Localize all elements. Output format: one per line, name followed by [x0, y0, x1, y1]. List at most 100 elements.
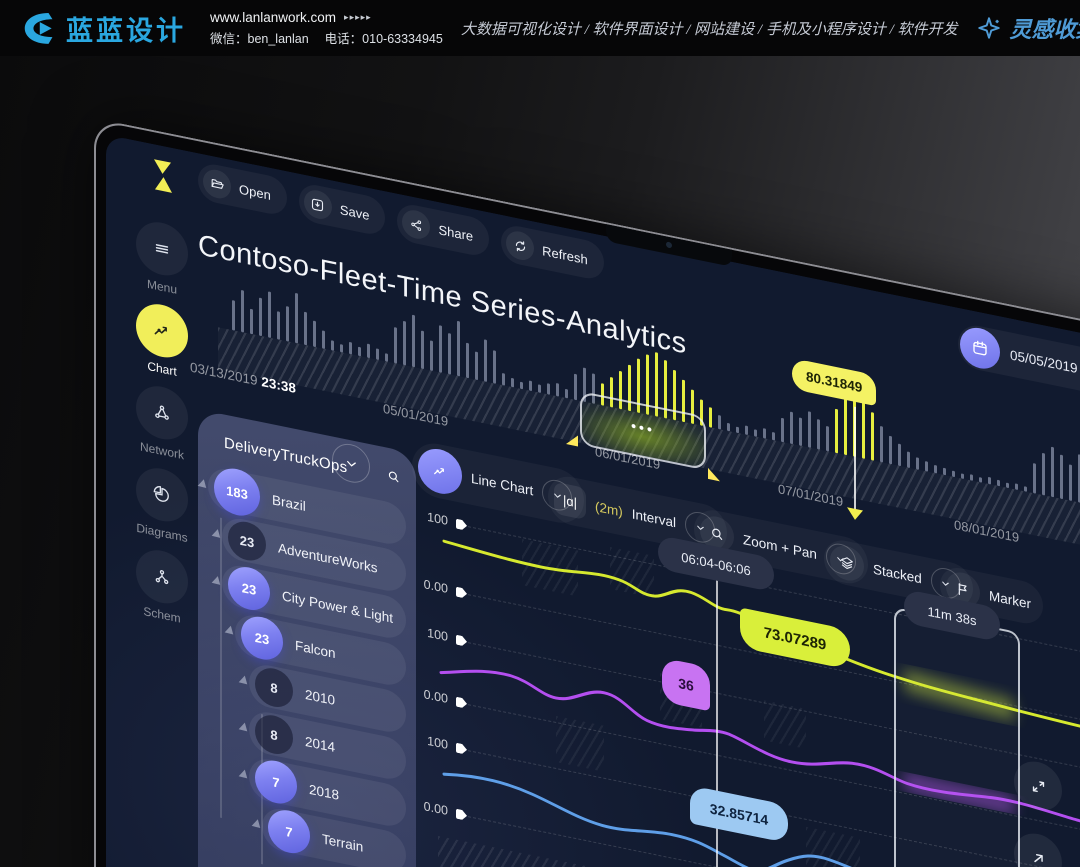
histogram-bar — [349, 341, 352, 355]
share-label: Share — [438, 221, 474, 244]
time-selection-rect[interactable] — [894, 606, 1020, 867]
histogram-bar — [889, 435, 892, 465]
contact-block: www.lanlanwork.com ▸▸▸▸▸ 微信：ben_lanlan 电… — [210, 10, 443, 47]
histogram-bar — [313, 320, 316, 348]
save-button[interactable]: Save — [298, 181, 386, 238]
sidebar-label-chart: Chart — [147, 358, 177, 379]
menu-icon — [136, 217, 188, 281]
chart-type-select[interactable]: Line Chart — [412, 438, 585, 528]
date-range-chip[interactable]: 05/05/2019 05:19 - 0 — [958, 321, 1080, 406]
histogram-bar — [259, 297, 262, 337]
sidebar-item-diagrams[interactable]: Diagrams — [124, 461, 200, 547]
sidebar-item-network[interactable]: Network — [124, 379, 200, 465]
inspiration-collect[interactable]: 灵感收集 — [976, 12, 1080, 44]
open-button[interactable]: Open — [198, 161, 287, 218]
wechat-label: 微信：ben_lanlan — [210, 31, 309, 46]
open-external-button[interactable] — [1014, 829, 1062, 867]
histogram-bar — [367, 343, 370, 359]
brush-handle-dots: ••• — [631, 417, 655, 439]
share-icon — [402, 207, 431, 242]
histogram-bar — [1051, 446, 1054, 498]
sidebar-label-network: Network — [139, 439, 184, 463]
magnifier-icon — [700, 513, 734, 555]
refresh-label: Refresh — [542, 242, 588, 267]
histogram-bar — [268, 291, 271, 339]
histogram-bar — [277, 311, 280, 340]
marker-label: Marker — [989, 587, 1032, 612]
histogram-bar — [781, 417, 784, 443]
sidebar-label-schem: Schem — [143, 604, 181, 626]
file-toolbar: Open Save Share Refresh — [198, 161, 604, 282]
histogram-bar — [817, 419, 820, 450]
date-range-text: 05/05/2019 05:19 - 0 — [1010, 346, 1080, 387]
histogram-bar — [376, 348, 379, 360]
histogram-bar — [1042, 452, 1045, 496]
tree-search-button[interactable] — [374, 453, 412, 499]
histogram-bar — [880, 425, 883, 463]
histogram-bar — [916, 457, 919, 470]
lanlan-logo-icon — [24, 12, 53, 44]
histogram-bar — [763, 428, 766, 439]
refresh-button[interactable]: Refresh — [501, 222, 604, 282]
histogram-bar — [250, 308, 253, 335]
histogram-bar — [241, 289, 244, 333]
entity-tree-panel: DeliveryTruckOps 183 Brazil 23 AdventureWor… — [197, 409, 416, 867]
brush-handle-right[interactable] — [708, 467, 720, 482]
histogram-bar — [412, 314, 415, 368]
interval-select[interactable]: |ɑ| (2m) Interval — [548, 472, 728, 557]
tree-guide-line — [220, 517, 222, 818]
histogram-bar — [394, 327, 397, 364]
refresh-icon — [506, 228, 535, 263]
histogram-bar — [574, 373, 577, 401]
histogram-bar — [907, 451, 910, 469]
share-button[interactable]: Share — [397, 201, 490, 259]
brush-handle-left[interactable] — [566, 433, 578, 447]
histogram-bar — [466, 342, 469, 379]
histogram-bar — [844, 398, 847, 456]
marker-button[interactable]: Marker — [940, 564, 1044, 628]
series-blue — [442, 772, 1080, 867]
tree-count-badge: 183 — [214, 464, 260, 520]
star-icon — [977, 17, 1000, 39]
sidebar-item-chart[interactable]: Chart — [124, 297, 200, 383]
save-label: Save — [339, 201, 370, 223]
arrows-decoration: ▸▸▸▸▸ — [344, 11, 372, 22]
laptop-screen: Open Save Share Refresh Contoso-Fleet-Time … — [94, 118, 1080, 867]
histogram-bar — [457, 320, 460, 377]
histogram-bar — [439, 325, 442, 373]
histogram-bar — [430, 340, 433, 371]
sidebar-label-diagrams: Diagrams — [136, 520, 188, 546]
website-link[interactable]: www.lanlanwork.com — [210, 9, 337, 25]
tree-collapse-button[interactable] — [332, 440, 370, 487]
stacked-label: Stacked — [873, 560, 922, 586]
histogram-bar — [1033, 463, 1036, 494]
expand-button[interactable] — [1014, 757, 1062, 815]
calendar-icon — [960, 324, 1000, 373]
histogram-bar — [295, 292, 298, 344]
webcam-dot — [666, 241, 672, 249]
brand-name: 蓝蓝设计 — [66, 15, 186, 46]
histogram-bar — [331, 340, 334, 351]
services-tagline: 大数据可视化设计 / 软件界面设计 / 网站建设 / 手机及小程序设计 / 软件… — [460, 21, 958, 38]
histogram-bar — [718, 414, 721, 430]
histogram-bar — [547, 383, 550, 395]
histogram-bar — [493, 350, 496, 384]
sidebar-item-schem[interactable]: Schem — [124, 543, 200, 629]
schem-icon — [136, 545, 188, 609]
histogram-bar — [709, 407, 712, 428]
stacked-select[interactable]: Stacked — [824, 536, 973, 611]
series-purple — [439, 669, 1080, 867]
sidebar-label-menu: Menu — [146, 276, 178, 297]
save-icon — [303, 187, 332, 222]
histogram-bar — [403, 320, 406, 366]
sidebar-item-menu[interactable]: Menu — [124, 215, 200, 301]
collect-label: 灵感收集 — [1009, 17, 1080, 42]
line-chart-icon — [418, 444, 462, 498]
open-icon — [203, 167, 231, 201]
histogram-bar — [1060, 454, 1063, 500]
histogram-bar — [556, 382, 559, 397]
histogram-bar — [871, 412, 874, 461]
histogram-bar — [1069, 464, 1072, 501]
flag-icon — [946, 569, 980, 611]
histogram-bar — [448, 333, 451, 375]
